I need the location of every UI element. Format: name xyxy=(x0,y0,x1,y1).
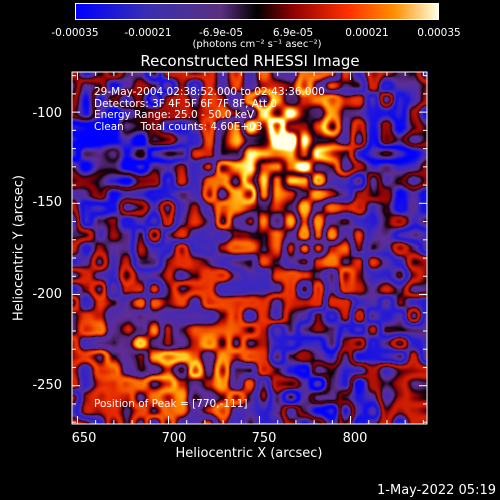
observation-info: 29-May-2004 02:38:52.000 to 02:43:36.000… xyxy=(94,86,325,133)
x-axis-label: Heliocentric X (arcsec) xyxy=(175,446,323,461)
colorbar-tick: -0.00021 xyxy=(124,27,172,39)
colorbar-tick: -0.00035 xyxy=(51,27,99,39)
info-line-energy: Energy Range: 25.0 - 50.0 keV xyxy=(94,109,255,121)
peak-position-label: Position of Peak = [770,-111] xyxy=(94,398,248,410)
colorbar-tick: 0.00035 xyxy=(417,27,461,39)
x-tick-label: 750 xyxy=(251,431,277,446)
colorbar-tick: -6.9e-05 xyxy=(198,27,244,39)
info-line-time: 29-May-2004 02:38:52.000 to 02:43:36.000 xyxy=(94,86,325,98)
y-tick-label: -250 xyxy=(32,377,62,393)
x-tick-label: 700 xyxy=(161,431,187,446)
heatmap-image xyxy=(72,72,427,424)
y-tick-label: -150 xyxy=(32,195,62,211)
colorbar-unit-label: (photons cm⁻² s⁻¹ asec⁻²) xyxy=(192,39,322,50)
colorbar-tick: 0.00021 xyxy=(345,27,389,39)
info-line-detectors: Detectors: 3F 4F 5F 6F 7F 8F, Att 0 xyxy=(94,97,278,110)
chart-title: Reconstructed RHESSI Image xyxy=(140,52,360,70)
plot-frame xyxy=(71,71,428,425)
x-tick-label: 800 xyxy=(342,431,368,446)
x-tick-label: 650 xyxy=(71,431,97,446)
colorbar xyxy=(75,3,439,20)
y-tick-label: -100 xyxy=(32,106,62,121)
colorbar-tick: 6.9e-05 xyxy=(272,27,314,39)
date-stamp: 1-May-2022 05:19 xyxy=(377,483,496,498)
info-line-counts: Clean Total counts: 4.60E+03 xyxy=(94,120,263,133)
y-tick-label: -200 xyxy=(32,286,62,302)
y-axis-label: Heliocentric Y (arcsec) xyxy=(11,175,27,321)
